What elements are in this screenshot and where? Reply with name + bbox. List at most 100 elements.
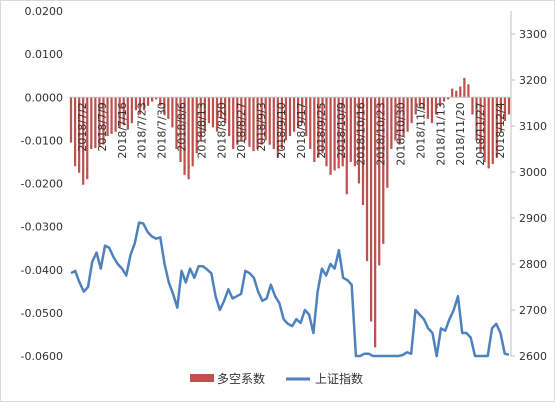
left-tick-label: -0.0300 xyxy=(21,221,63,234)
x-tick-label: 2018/12/4 xyxy=(494,102,507,158)
bar xyxy=(463,77,466,98)
bar xyxy=(73,97,77,167)
bar xyxy=(114,97,117,132)
bar xyxy=(329,97,332,175)
bar xyxy=(321,97,324,154)
bar xyxy=(309,97,312,149)
bar xyxy=(361,97,365,206)
bar xyxy=(475,97,478,141)
bar xyxy=(118,97,121,128)
bar xyxy=(305,97,308,137)
bar xyxy=(447,97,450,100)
x-tick-label: 2018/10/16 xyxy=(355,102,368,165)
left-tick-label: 0.0100 xyxy=(25,48,64,61)
legend: 多空系数 上证指数 xyxy=(190,371,363,386)
x-tick-label: 2018/9/3 xyxy=(255,102,268,151)
bar xyxy=(276,97,279,158)
bar xyxy=(499,97,502,132)
bar xyxy=(163,97,166,115)
x-tick-label: 2018/11/27 xyxy=(474,102,487,165)
bar xyxy=(260,97,263,145)
left-tick-label: -0.0100 xyxy=(21,134,63,147)
bar xyxy=(183,97,186,175)
x-tick-label: 2018/8/20 xyxy=(215,102,228,158)
bar xyxy=(94,97,97,149)
bar xyxy=(382,97,385,244)
right-tick-label: 3100 xyxy=(519,120,547,133)
bar xyxy=(467,84,470,98)
bar xyxy=(138,97,142,115)
bar xyxy=(301,97,304,124)
bar xyxy=(280,97,283,149)
bar xyxy=(134,97,138,111)
bar xyxy=(414,97,417,115)
bar xyxy=(333,97,336,171)
x-tick-label: 2018/8/27 xyxy=(235,102,248,158)
x-tick-label: 2018/9/17 xyxy=(295,102,308,158)
bar xyxy=(167,97,170,119)
right-axis-ticks: 3300 3200 3100 3000 2900 2800 2700 2600 xyxy=(510,11,547,363)
bar xyxy=(386,97,389,188)
bar xyxy=(495,97,498,158)
line-series-shangzheng xyxy=(70,221,510,358)
bar xyxy=(313,97,316,162)
bar xyxy=(337,97,340,169)
x-tick-label: 2018/7/23 xyxy=(136,102,149,158)
bar xyxy=(418,97,421,106)
bar xyxy=(292,97,296,132)
bar xyxy=(365,97,369,262)
bar xyxy=(455,90,458,98)
bar xyxy=(199,97,202,141)
left-tick-label: -0.0200 xyxy=(21,178,63,191)
bar xyxy=(86,97,89,180)
bar xyxy=(203,97,206,132)
bar xyxy=(268,97,271,145)
bar xyxy=(90,97,93,149)
bar xyxy=(357,97,361,184)
x-tick-label: 2018/10/30 xyxy=(394,102,407,165)
bar xyxy=(296,97,300,128)
x-tick-label: 2018/11/6 xyxy=(414,102,427,158)
x-tick-label: 2018/10/9 xyxy=(335,102,348,158)
bar xyxy=(406,97,409,132)
bar xyxy=(349,97,352,162)
bar xyxy=(207,97,211,124)
bar xyxy=(126,97,129,130)
bar xyxy=(98,97,101,147)
bar xyxy=(224,97,227,124)
bar xyxy=(240,97,243,141)
series-line xyxy=(70,221,510,358)
bar xyxy=(434,97,438,115)
bar xyxy=(102,97,105,145)
left-axis-ticks: 0.0200 0.0100 0.0000 -0.0100 -0.0200 -0.0300 -… xyxy=(21,5,63,363)
bar xyxy=(410,97,413,124)
bar xyxy=(195,97,198,154)
bar xyxy=(69,97,73,143)
bar xyxy=(422,97,425,111)
bar xyxy=(390,97,393,149)
bar xyxy=(151,97,154,102)
bar xyxy=(438,97,442,106)
legend-label-line: 上证指数 xyxy=(315,371,363,386)
bar xyxy=(264,97,267,141)
bar xyxy=(353,97,356,167)
bar xyxy=(110,97,113,134)
bar xyxy=(159,97,162,106)
bar xyxy=(191,97,194,167)
bar xyxy=(130,97,133,124)
bar xyxy=(232,97,235,149)
right-tick-label: 2800 xyxy=(519,258,547,271)
bar xyxy=(236,97,239,145)
bar xyxy=(248,97,251,147)
bar xyxy=(398,97,401,145)
bar xyxy=(487,97,490,169)
left-tick-label: -0.0400 xyxy=(21,264,63,277)
left-tick-label: 0.0200 xyxy=(25,5,64,18)
bar xyxy=(175,97,178,149)
right-tick-label: 2600 xyxy=(519,350,547,363)
bar xyxy=(451,88,454,98)
left-tick-label: 0.0000 xyxy=(25,91,64,104)
bar xyxy=(374,97,377,348)
bar xyxy=(284,97,288,141)
